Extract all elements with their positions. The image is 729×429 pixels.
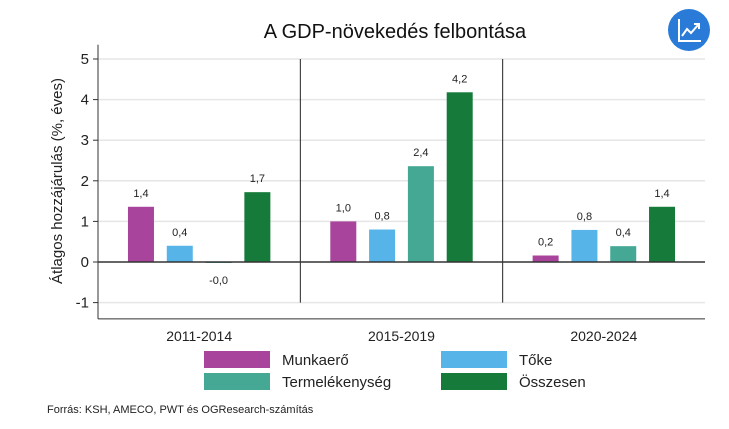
bar bbox=[369, 229, 396, 262]
legend-swatch bbox=[441, 373, 507, 390]
legend-label: Munkaerő bbox=[282, 352, 349, 369]
legend-item: Összesen bbox=[441, 373, 586, 391]
bar bbox=[244, 192, 271, 262]
y-tick-label: 3 bbox=[81, 132, 89, 149]
y-tick-label: 0 bbox=[81, 254, 89, 271]
data-label: 1,4 bbox=[133, 188, 148, 200]
legend-swatch bbox=[204, 351, 270, 368]
legend-swatch bbox=[204, 373, 270, 390]
data-label: 0,4 bbox=[616, 227, 631, 239]
bar bbox=[571, 229, 598, 262]
data-label: -0,0 bbox=[209, 275, 228, 287]
bar bbox=[649, 206, 676, 262]
x-tick-label: 2011-2014 bbox=[166, 328, 232, 344]
data-label: 0,8 bbox=[577, 211, 592, 223]
bar bbox=[166, 245, 193, 262]
legend-swatch bbox=[441, 351, 507, 368]
data-label: 0,4 bbox=[172, 227, 187, 239]
bar bbox=[407, 166, 434, 262]
legend-item: Termelékenység bbox=[204, 373, 391, 391]
data-label: 2,4 bbox=[413, 147, 428, 159]
data-label: 0,8 bbox=[374, 211, 389, 223]
y-tick-label: 5 bbox=[81, 51, 89, 68]
data-label: 0,2 bbox=[538, 237, 553, 249]
legend-item: Munkaerő bbox=[204, 351, 349, 369]
bar bbox=[127, 206, 154, 262]
data-label: 1,0 bbox=[336, 202, 351, 214]
y-tick-label: 2 bbox=[81, 173, 89, 190]
legend-label: Összesen bbox=[519, 373, 586, 391]
chart-title: A GDP-növekedés felbontása bbox=[264, 21, 527, 43]
y-tick-label: 4 bbox=[81, 92, 89, 109]
bar bbox=[446, 92, 473, 263]
legend-item: Tőke bbox=[441, 351, 552, 369]
bar bbox=[610, 246, 637, 262]
data-label: 1,4 bbox=[654, 188, 669, 200]
chart-icon[interactable] bbox=[668, 9, 710, 51]
bar bbox=[330, 221, 357, 262]
x-tick-label: 2020-2024 bbox=[570, 328, 637, 344]
y-tick-label: 1 bbox=[81, 213, 89, 230]
data-label: 4,2 bbox=[452, 73, 467, 85]
bar bbox=[532, 255, 559, 262]
legend-label: Tőke bbox=[519, 352, 552, 369]
x-tick-label: 2015-2019 bbox=[368, 328, 435, 344]
data-label: 1,7 bbox=[250, 173, 265, 185]
source-note: Forrás: KSH, AMECO, PWT és OGResearch-sz… bbox=[47, 404, 314, 416]
y-axis-label: Átlagos hozzájárulás (%, éves) bbox=[49, 78, 66, 284]
legend-label: Termelékenység bbox=[282, 374, 391, 391]
y-tick-label: -1 bbox=[76, 295, 89, 312]
